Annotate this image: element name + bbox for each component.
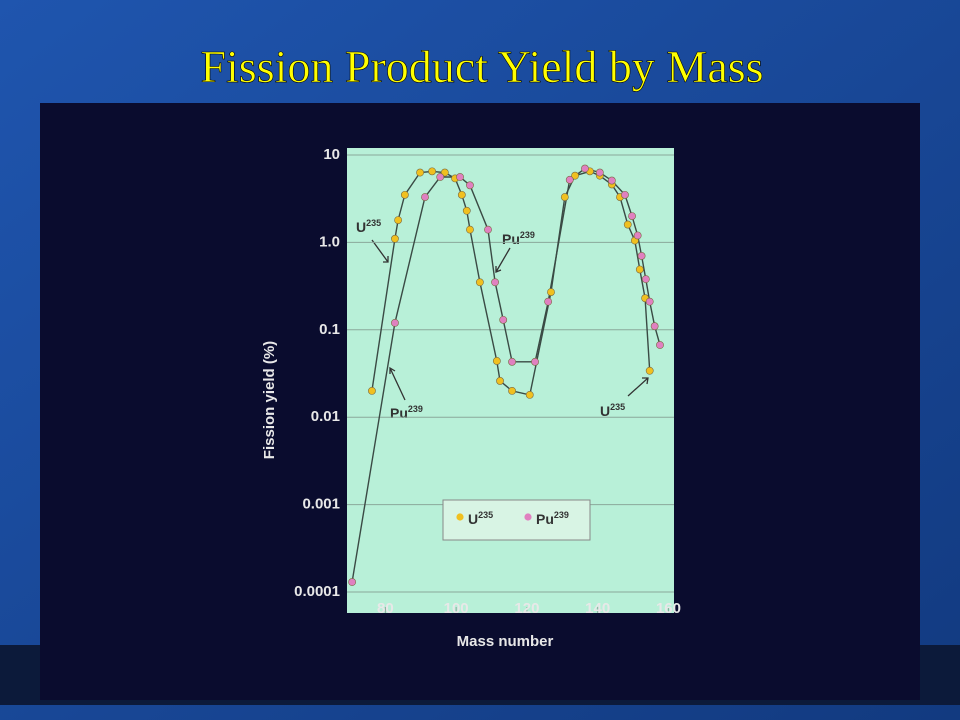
data-point — [492, 357, 501, 365]
data-point — [462, 206, 471, 215]
data-point — [368, 386, 376, 395]
annotation: U235 — [600, 402, 625, 419]
y-tick-label: 0.1 — [319, 321, 340, 338]
annotation-text: Pu — [502, 231, 520, 247]
data-point — [656, 341, 664, 349]
annotation-text: Pu — [390, 405, 408, 421]
data-point — [394, 216, 403, 224]
x-tick-label: 160 — [656, 600, 681, 617]
data-point — [560, 193, 569, 201]
data-point — [491, 278, 499, 287]
y-tick-label: 10 — [323, 146, 340, 163]
data-point — [635, 265, 644, 274]
data-point — [571, 171, 579, 180]
data-point — [428, 167, 436, 176]
slide-title: Fission Product Yield by Mass — [200, 41, 763, 92]
data-point — [607, 176, 616, 185]
y-tick-label: 0.0001 — [294, 583, 340, 600]
data-point — [466, 181, 474, 190]
data-point — [628, 212, 636, 220]
x-tick-label: 100 — [444, 600, 469, 617]
annotations: U235 Pu239 Pu239 U235 — [356, 218, 649, 421]
data-point — [475, 278, 484, 287]
x-tick-label: 140 — [585, 600, 610, 617]
data-point — [525, 390, 534, 399]
data-point — [457, 190, 466, 199]
data-point — [499, 315, 508, 324]
data-point — [416, 168, 424, 177]
legend-marker — [524, 513, 532, 521]
x-tick-label: 120 — [514, 600, 539, 617]
data-point — [508, 386, 516, 395]
data-point — [391, 318, 399, 327]
data-point — [544, 297, 553, 306]
annotation-sup: 235 — [610, 402, 625, 412]
annotation: U235 — [356, 218, 381, 235]
data-point — [641, 275, 650, 284]
legend-sup: 235 — [478, 510, 493, 520]
data-point — [421, 193, 429, 201]
y-tick-label: 1.0 — [319, 233, 340, 250]
data-point — [466, 225, 474, 234]
legend-box — [442, 499, 591, 541]
data-point — [637, 252, 646, 260]
legend-sup: 239 — [554, 510, 569, 520]
data-point — [484, 225, 492, 234]
x-tick-label: 80 — [377, 600, 394, 617]
data-point — [565, 175, 574, 184]
legend-marker — [456, 513, 464, 521]
data-point — [645, 297, 654, 306]
data-point — [400, 190, 409, 199]
series-curve — [371, 170, 651, 396]
y-tick-label: 0.01 — [311, 408, 340, 425]
data-point — [547, 288, 555, 296]
data-point — [581, 164, 589, 173]
data-point — [645, 366, 654, 375]
annotation-sup: 239 — [520, 230, 535, 240]
data-point — [496, 377, 504, 385]
data-point — [650, 322, 659, 331]
data-point — [633, 231, 642, 240]
data-point — [508, 357, 516, 366]
data-point — [531, 357, 539, 366]
data-point — [623, 220, 632, 229]
data-point — [436, 173, 445, 181]
x-axis-label: Mass number — [457, 633, 554, 650]
y-tick-label: 0.001 — [302, 496, 340, 513]
data-point — [348, 578, 357, 586]
data-point — [621, 190, 629, 199]
legend-label: Pu239 — [536, 510, 569, 527]
annotation: Pu239 — [502, 230, 535, 247]
data-point — [391, 234, 399, 243]
annotation-sup: 239 — [408, 404, 423, 414]
legend-name: Pu — [536, 511, 554, 527]
legend-name: U — [468, 511, 478, 527]
grid — [347, 154, 674, 613]
y-axis-label: Fission yield (%) — [261, 341, 278, 459]
annotation-text: U — [356, 219, 366, 235]
data-point — [456, 173, 464, 181]
legend-label: U235 — [468, 510, 493, 527]
annotation-sup: 235 — [366, 218, 381, 228]
arrows — [371, 239, 649, 401]
annotation-text: U — [600, 403, 610, 419]
data-point — [595, 168, 604, 177]
